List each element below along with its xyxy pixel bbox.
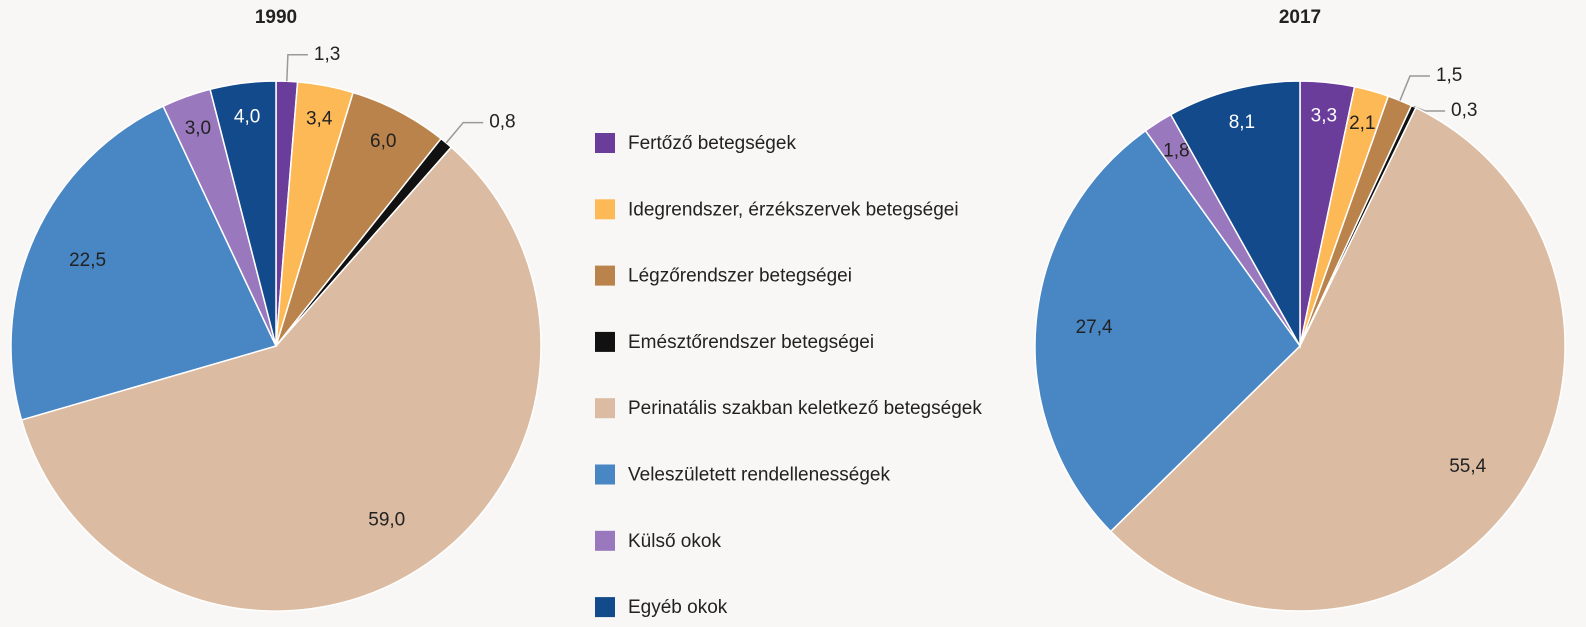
legend-label: Egyéb okok bbox=[628, 597, 728, 618]
legend-swatch bbox=[595, 265, 615, 286]
pie-slice bbox=[1109, 106, 1566, 612]
data-label: 27,4 bbox=[1076, 317, 1113, 338]
legend-swatch bbox=[595, 199, 615, 220]
data-label: 8,1 bbox=[1229, 112, 1255, 133]
data-label: 1,8 bbox=[1163, 140, 1189, 161]
pie-slice bbox=[1169, 80, 1301, 349]
legend-label: Perinatális szakban keletkező betegségek bbox=[628, 398, 982, 419]
pie-slice bbox=[1034, 129, 1301, 533]
data-label: 6,0 bbox=[370, 131, 396, 152]
legend-label: Veleszületett rendellenességek bbox=[628, 465, 890, 486]
data-label: 0,3 bbox=[1451, 100, 1477, 121]
data-label: 3,3 bbox=[1311, 106, 1337, 127]
leader-line bbox=[445, 121, 484, 144]
pie-slice bbox=[20, 146, 542, 612]
data-label: 1,3 bbox=[314, 44, 340, 65]
legend-label: Külső okok bbox=[628, 531, 721, 552]
data-label: 0,8 bbox=[489, 112, 515, 133]
data-label: 1,5 bbox=[1436, 65, 1462, 86]
data-label: 4,0 bbox=[234, 106, 260, 127]
data-label: 55,4 bbox=[1449, 456, 1486, 477]
leader-line bbox=[1399, 75, 1430, 101]
legend-label: Idegrendszer, érzékszervek betegségei bbox=[628, 199, 959, 220]
legend-swatch bbox=[595, 597, 615, 618]
legend-swatch bbox=[595, 464, 615, 485]
data-label: 3,4 bbox=[306, 109, 333, 130]
legend-swatch bbox=[595, 530, 615, 551]
legend-label: Emésztőrendszer betegségei bbox=[628, 332, 874, 353]
leader-line bbox=[286, 53, 308, 82]
legend-label: Légzőrendszer betegségei bbox=[628, 266, 852, 287]
data-label: 59,0 bbox=[368, 510, 405, 531]
legend-swatch bbox=[595, 331, 615, 352]
data-label: 3,0 bbox=[185, 118, 211, 139]
chart-title: 1990 bbox=[255, 7, 297, 28]
legend-swatch bbox=[595, 398, 615, 419]
pie-slice bbox=[10, 105, 278, 421]
data-label: 22,5 bbox=[69, 250, 106, 271]
data-label: 2,1 bbox=[1349, 113, 1375, 134]
chart-title: 2017 bbox=[1279, 7, 1321, 28]
legend-label: Fertőző betegségek bbox=[628, 133, 796, 154]
pie-slice bbox=[209, 80, 277, 347]
legend-swatch bbox=[595, 133, 615, 153]
